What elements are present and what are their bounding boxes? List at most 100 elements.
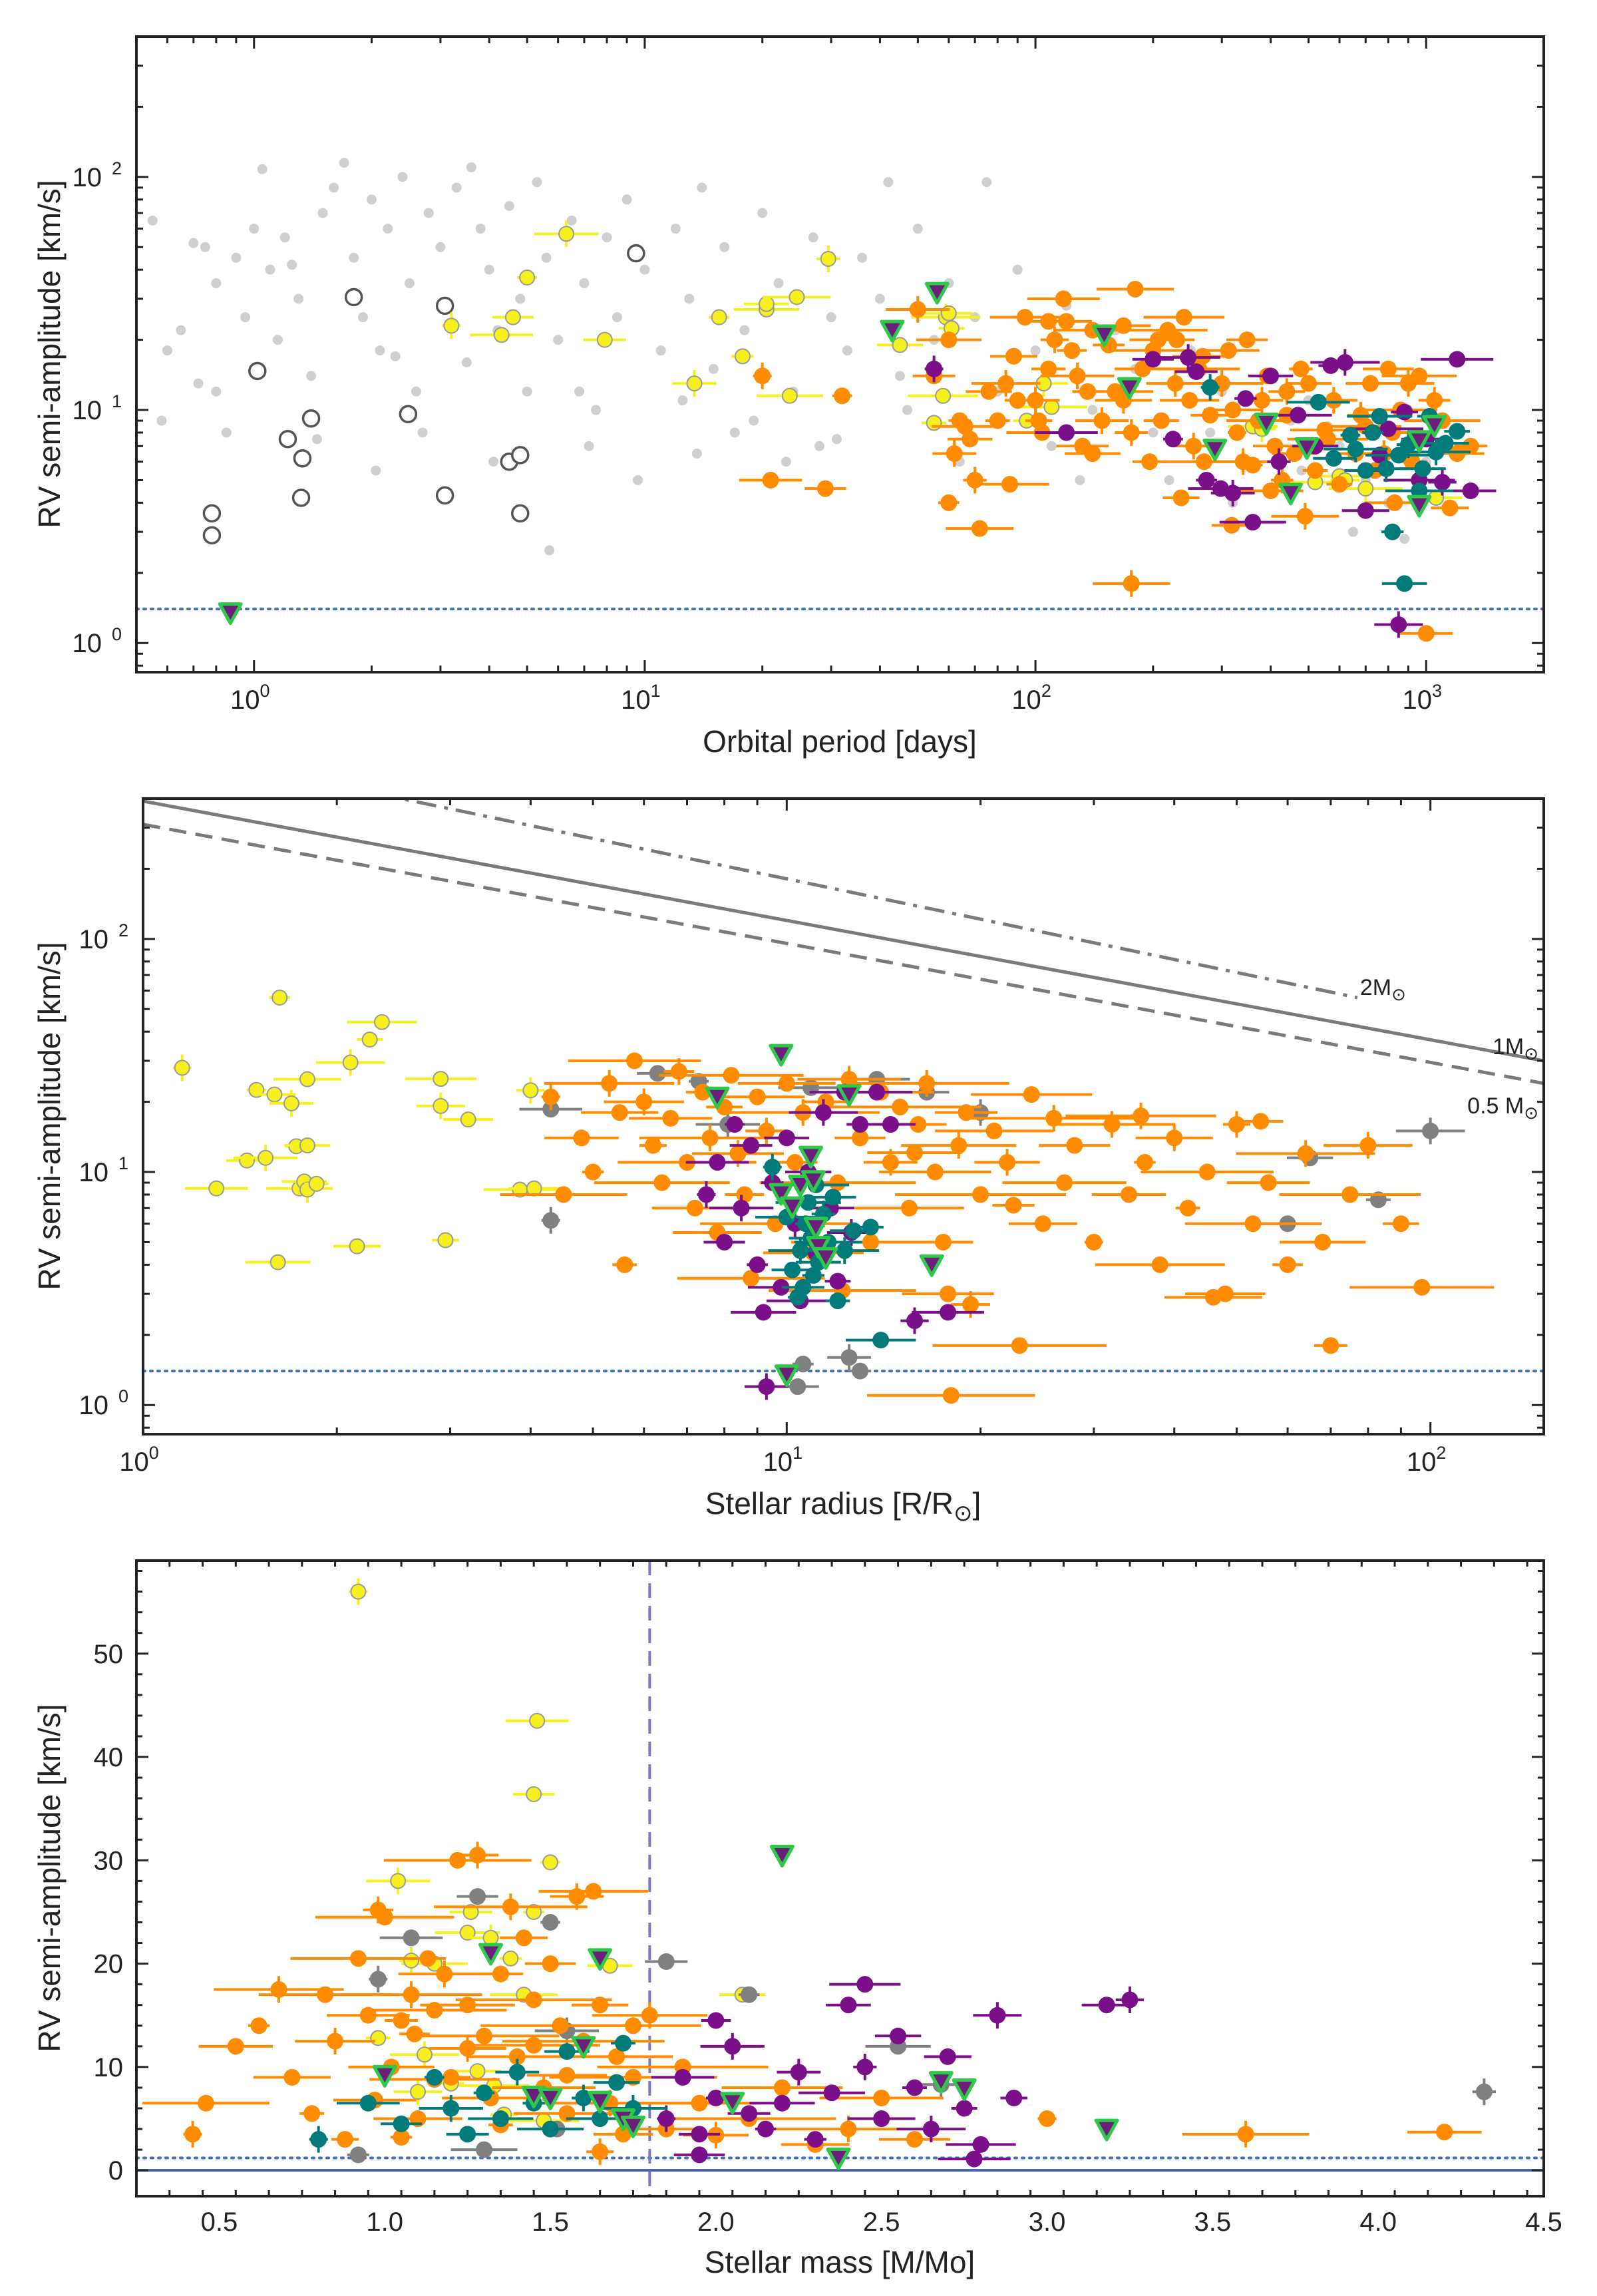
period-point-purple (1290, 407, 1307, 424)
radius-point-orange (862, 1233, 879, 1250)
radius-point-orange (1045, 1109, 1063, 1127)
period-point-orange (1441, 499, 1459, 516)
period-point-open_circle (344, 287, 363, 307)
mass-point-orange (406, 2025, 423, 2042)
mass-point-purple (956, 2100, 973, 2117)
period-point-literature (612, 312, 622, 323)
radius-point-orange (906, 1144, 923, 1161)
radius-ytick-label: 10 1 (79, 1153, 129, 1187)
period-point-purple (1270, 453, 1288, 471)
period-ytick-base: 10 (73, 163, 102, 192)
radius-ytick-exp: 1 (118, 1153, 128, 1173)
mass-point-triangle (826, 2148, 851, 2171)
mass-point-yellow (542, 1854, 559, 1871)
period-point-orange (1266, 437, 1284, 455)
period-point-orange (946, 445, 963, 463)
radius-xtick-base: 10 (763, 1447, 793, 1477)
period-point-triangle (1202, 439, 1228, 462)
mass-point-orange (459, 2040, 476, 2057)
radius-point-orange (1198, 1163, 1216, 1181)
mass-point-triangle (1094, 2118, 1119, 2142)
period-point-literature (808, 232, 818, 243)
mass-point-orange (303, 2105, 321, 2122)
panel-mass-marks (136, 1561, 1544, 2196)
radius-point-orange (601, 1075, 618, 1092)
mass-ytick-label: 30 (94, 1846, 124, 1875)
period-point-purple (1244, 514, 1262, 531)
period-point-orange (1220, 342, 1237, 359)
radius-point-teal (795, 1278, 812, 1296)
radius-point-orange (1136, 1154, 1153, 1171)
radius-point-triangle (780, 1196, 805, 1219)
period-point-literature (417, 427, 428, 438)
radius-point-teal (845, 1222, 862, 1239)
radius-point-orange (942, 1387, 960, 1404)
period-point-literature (544, 545, 555, 556)
radius-ytick-exp: 2 (118, 920, 128, 940)
period-point-triangle (218, 602, 243, 626)
period-point-orange (762, 471, 779, 488)
period-point-literature (1148, 427, 1158, 438)
mass-point-yellow (403, 1952, 420, 1969)
mass-point-orange (542, 1955, 559, 1973)
radius-point-purple (758, 1378, 775, 1396)
period-point-orange (1141, 453, 1158, 471)
radius-point-orange (972, 1186, 989, 1203)
radius-xtick-label: 100 (119, 1443, 159, 1477)
panel-period-marks (136, 158, 1544, 642)
mass-point-orange (773, 2079, 791, 2096)
radius-point-orange (1179, 1199, 1196, 1217)
period-point-orange (1426, 392, 1443, 409)
period-point-purple (1188, 363, 1205, 380)
mass-point-purple (966, 2150, 983, 2168)
period-point-orange (1223, 516, 1240, 534)
period-point-yellow (935, 387, 952, 404)
period-point-orange (1166, 375, 1184, 392)
period-point-orange (1224, 401, 1242, 419)
period-point-purple (1145, 351, 1162, 368)
radius-point-orange (1279, 1256, 1296, 1273)
period-point-literature (339, 158, 349, 168)
period-point-purple (1336, 354, 1353, 371)
mass-point-teal (459, 2126, 476, 2143)
period-point-purple (1262, 367, 1280, 385)
radius-point-orange (958, 1104, 975, 1121)
period-point-purple (1396, 403, 1413, 421)
panel-radius-xlabel-end: ] (972, 1486, 981, 1521)
period-point-literature (211, 278, 222, 289)
period-point-literature (272, 335, 283, 345)
period-point-literature (383, 224, 393, 234)
mass-point-orange (641, 2007, 658, 2024)
radius-point-orange (934, 1233, 952, 1250)
period-ytick-label: 10 2 (73, 158, 122, 192)
radius-point-orange (1133, 1107, 1150, 1125)
radius-ytick-base: 10 (79, 1391, 109, 1420)
mass-point-triangle (571, 2036, 596, 2059)
period-point-open_circle (202, 526, 222, 545)
radius-point-purple (733, 1199, 750, 1217)
radius-point-purple (709, 1154, 726, 1171)
period-point-literature (317, 208, 328, 218)
mass-point-orange (250, 2017, 267, 2034)
mass-point-orange (1436, 2124, 1453, 2141)
radius-point-yellow (271, 990, 288, 1006)
radius-point-gray (852, 1362, 869, 1380)
radius-ytick-label: 10 0 (79, 1386, 129, 1420)
period-point-purple (926, 360, 943, 377)
radius-point-purple (755, 1304, 772, 1321)
mass-point-yellow (526, 1786, 542, 1802)
radius-point-yellow (174, 1059, 190, 1076)
radius-point-orange (686, 1199, 703, 1217)
period-point-teal (1364, 424, 1381, 441)
radius-point-teal (829, 1292, 846, 1310)
period-point-purple (1434, 474, 1451, 491)
period-point-teal (1202, 379, 1219, 396)
period-ytick-exp: 1 (112, 391, 122, 411)
mass-point-orange (502, 1898, 519, 1915)
period-point-literature (176, 325, 186, 335)
radius-point-orange (1066, 1137, 1083, 1154)
radius-point-orange (999, 1154, 1016, 1171)
period-point-literature (719, 242, 730, 252)
radius-point-orange (892, 1098, 909, 1115)
